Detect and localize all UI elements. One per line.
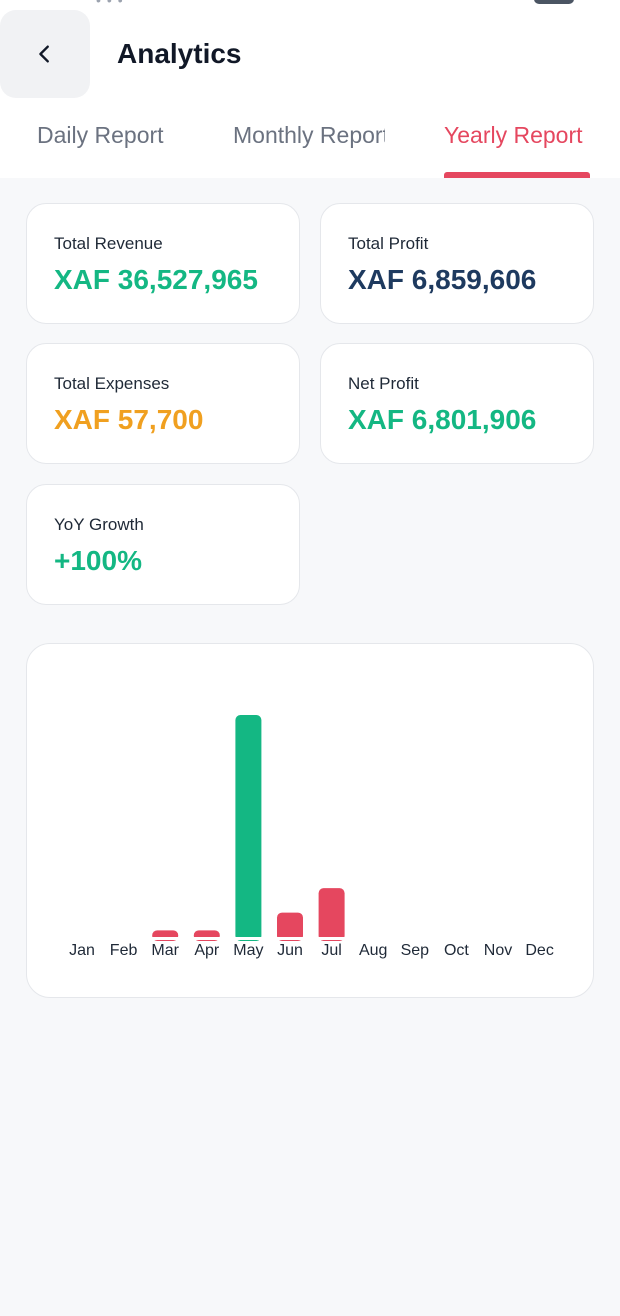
net-profit-card: Net Profit XAF 6,801,906 xyxy=(320,343,594,464)
report-tabs: Daily Report Monthly Report Yearly Repor… xyxy=(0,112,620,178)
bar-jun[interactable] xyxy=(277,912,303,941)
status-bar: ••• xyxy=(0,0,620,6)
tick-label-aug: Aug xyxy=(359,942,387,959)
total-revenue-value: XAF 36,527,965 xyxy=(54,264,258,295)
net-profit-value: XAF 6,801,906 xyxy=(348,404,537,435)
header-bar: ••• Analytics Daily Report Monthly Repor… xyxy=(0,0,620,178)
chevron-left-icon xyxy=(39,45,49,63)
total-expenses-value: XAF 57,700 xyxy=(54,404,204,435)
status-icons: ••• xyxy=(96,0,129,6)
bar-may[interactable] xyxy=(235,715,262,941)
tab-yearly-report[interactable]: Yearly Report xyxy=(444,122,583,148)
total-revenue-label: Total Revenue xyxy=(54,234,163,253)
tick-label-may: May xyxy=(233,942,263,959)
active-tab-indicator xyxy=(444,172,590,178)
total-expenses-card: Total Expenses XAF 57,700 xyxy=(26,343,300,464)
yoy-growth-label: YoY Growth xyxy=(54,515,144,534)
page-title: Analytics xyxy=(117,38,242,69)
net-profit-label: Net Profit xyxy=(348,374,419,393)
tick-label-jul: Jul xyxy=(321,942,341,959)
tick-label-jun: Jun xyxy=(277,942,303,959)
tab-daily-report[interactable]: Daily Report xyxy=(37,122,164,148)
monthly-bar-chart: Jan Feb Mar Apr May Jun Jul Aug Sep Oct Nov Dec xyxy=(47,715,577,959)
yoy-growth-card: YoY Growth +100% xyxy=(26,484,300,605)
tick-label-nov: Nov xyxy=(484,942,512,959)
total-profit-card: Total Profit XAF 6,859,606 xyxy=(320,203,594,324)
total-profit-value: XAF 6,859,606 xyxy=(348,264,537,295)
tick-label-apr: Apr xyxy=(194,942,220,959)
yoy-growth-value: +100% xyxy=(54,545,142,576)
back-button[interactable] xyxy=(0,10,90,98)
total-expenses-label: Total Expenses xyxy=(54,374,170,393)
tab-monthly-report[interactable]: Monthly Report xyxy=(233,122,385,148)
tick-label-feb: Feb xyxy=(110,942,138,959)
total-revenue-card: Total Revenue XAF 36,527,965 xyxy=(26,203,300,324)
monthly-chart-card: Jan Feb Mar Apr May Jun Jul Aug Sep Oct Nov Dec xyxy=(26,643,594,998)
baseline-mask xyxy=(47,937,577,940)
battery-icon xyxy=(534,0,574,4)
tick-label-mar: Mar xyxy=(151,942,179,959)
tick-label-jan: Jan xyxy=(69,942,95,959)
tick-label-oct: Oct xyxy=(444,942,469,959)
tick-label-dec: Dec xyxy=(525,942,553,959)
bar-jul[interactable] xyxy=(318,888,345,941)
tick-label-sep: Sep xyxy=(401,942,430,959)
total-profit-label: Total Profit xyxy=(348,234,429,253)
